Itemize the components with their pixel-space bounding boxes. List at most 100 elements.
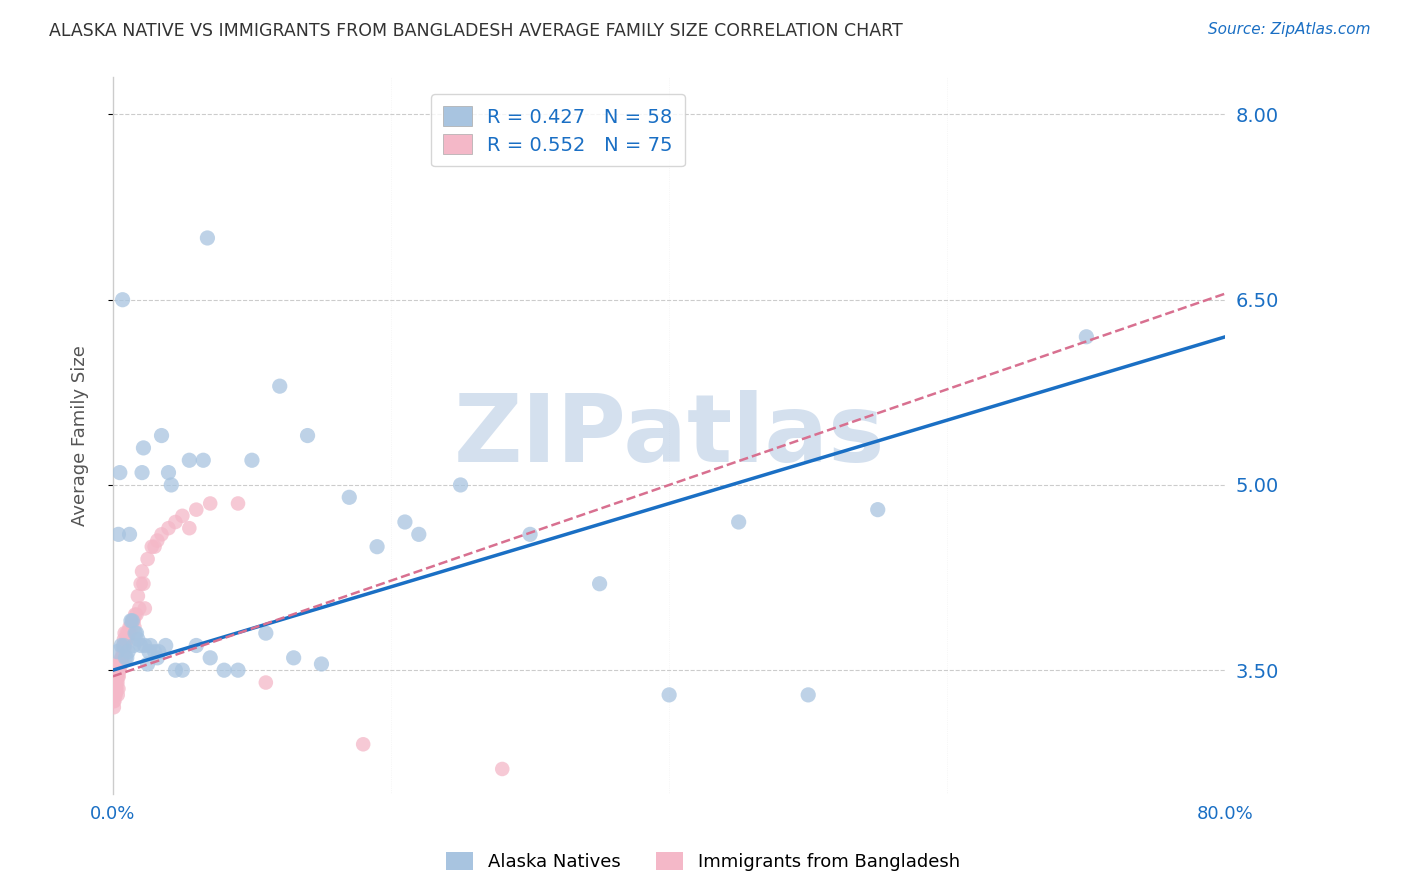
Point: [129, 576, 152, 591]
Point: [143, 645, 166, 659]
Point: [108, 466, 131, 480]
Point: [115, 650, 138, 665]
Point: [120, 626, 142, 640]
Point: [105, 681, 128, 696]
Point: [150, 428, 173, 442]
Point: [172, 663, 194, 677]
Point: [103, 688, 125, 702]
Point: [136, 552, 159, 566]
Legend: R = 0.427   N = 58, R = 0.552   N = 75: R = 0.427 N = 58, R = 0.552 N = 75: [432, 95, 685, 167]
Y-axis label: Average Family Size: Average Family Size: [72, 345, 89, 526]
Point: [104, 669, 127, 683]
Point: [105, 669, 128, 683]
Point: [186, 639, 208, 653]
Point: [136, 657, 159, 671]
Point: [148, 645, 170, 659]
Point: [103, 681, 125, 696]
Point: [129, 639, 152, 653]
Point: [134, 639, 156, 653]
Point: [107, 681, 129, 696]
Point: [111, 293, 134, 307]
Point: [107, 669, 129, 683]
Point: [104, 681, 127, 696]
Point: [125, 607, 148, 622]
Point: [491, 762, 513, 776]
Point: [104, 675, 127, 690]
Point: [132, 576, 155, 591]
Text: ZIPatlas: ZIPatlas: [454, 390, 884, 482]
Point: [105, 657, 128, 671]
Point: [124, 607, 146, 622]
Point: [108, 663, 131, 677]
Point: [157, 521, 180, 535]
Point: [104, 688, 127, 702]
Point: [131, 466, 153, 480]
Point: [103, 688, 125, 702]
Point: [150, 527, 173, 541]
Point: [114, 650, 136, 665]
Point: [107, 675, 129, 690]
Point: [160, 478, 183, 492]
Point: [269, 379, 291, 393]
Point: [125, 626, 148, 640]
Point: [105, 663, 128, 677]
Point: [112, 639, 135, 653]
Point: [107, 663, 129, 677]
Point: [104, 688, 127, 702]
Point: [118, 620, 141, 634]
Point: [366, 540, 388, 554]
Point: [352, 737, 374, 751]
Point: [107, 669, 129, 683]
Point: [115, 632, 138, 647]
Point: [141, 540, 163, 554]
Point: [283, 650, 305, 665]
Point: [117, 626, 139, 640]
Point: [132, 441, 155, 455]
Point: [254, 626, 277, 640]
Point: [212, 663, 235, 677]
Point: [155, 639, 177, 653]
Point: [727, 515, 749, 529]
Point: [112, 645, 135, 659]
Point: [297, 428, 319, 442]
Point: [138, 645, 160, 659]
Point: [111, 645, 134, 659]
Point: [134, 601, 156, 615]
Point: [131, 565, 153, 579]
Point: [104, 663, 127, 677]
Point: [105, 681, 128, 696]
Point: [108, 663, 131, 677]
Point: [114, 626, 136, 640]
Point: [103, 700, 125, 714]
Point: [114, 639, 136, 653]
Point: [117, 632, 139, 647]
Point: [172, 508, 194, 523]
Legend: Alaska Natives, Immigrants from Bangladesh: Alaska Natives, Immigrants from Banglade…: [439, 845, 967, 879]
Point: [120, 620, 142, 634]
Point: [103, 694, 125, 708]
Point: [104, 681, 127, 696]
Point: [254, 675, 277, 690]
Point: [165, 663, 187, 677]
Point: [110, 639, 132, 653]
Point: [104, 688, 127, 702]
Point: [179, 453, 201, 467]
Point: [197, 231, 219, 245]
Point: [193, 453, 215, 467]
Point: [588, 576, 610, 591]
Point: [128, 601, 150, 615]
Point: [394, 515, 416, 529]
Point: [200, 496, 222, 510]
Point: [186, 502, 208, 516]
Point: [658, 688, 681, 702]
Point: [157, 466, 180, 480]
Point: [122, 639, 145, 653]
Text: ALASKA NATIVE VS IMMIGRANTS FROM BANGLADESH AVERAGE FAMILY SIZE CORRELATION CHAR: ALASKA NATIVE VS IMMIGRANTS FROM BANGLAD…: [49, 22, 903, 40]
Point: [108, 657, 131, 671]
Point: [226, 663, 249, 677]
Point: [121, 614, 143, 628]
Point: [1076, 330, 1098, 344]
Point: [117, 645, 139, 659]
Point: [110, 657, 132, 671]
Point: [115, 626, 138, 640]
